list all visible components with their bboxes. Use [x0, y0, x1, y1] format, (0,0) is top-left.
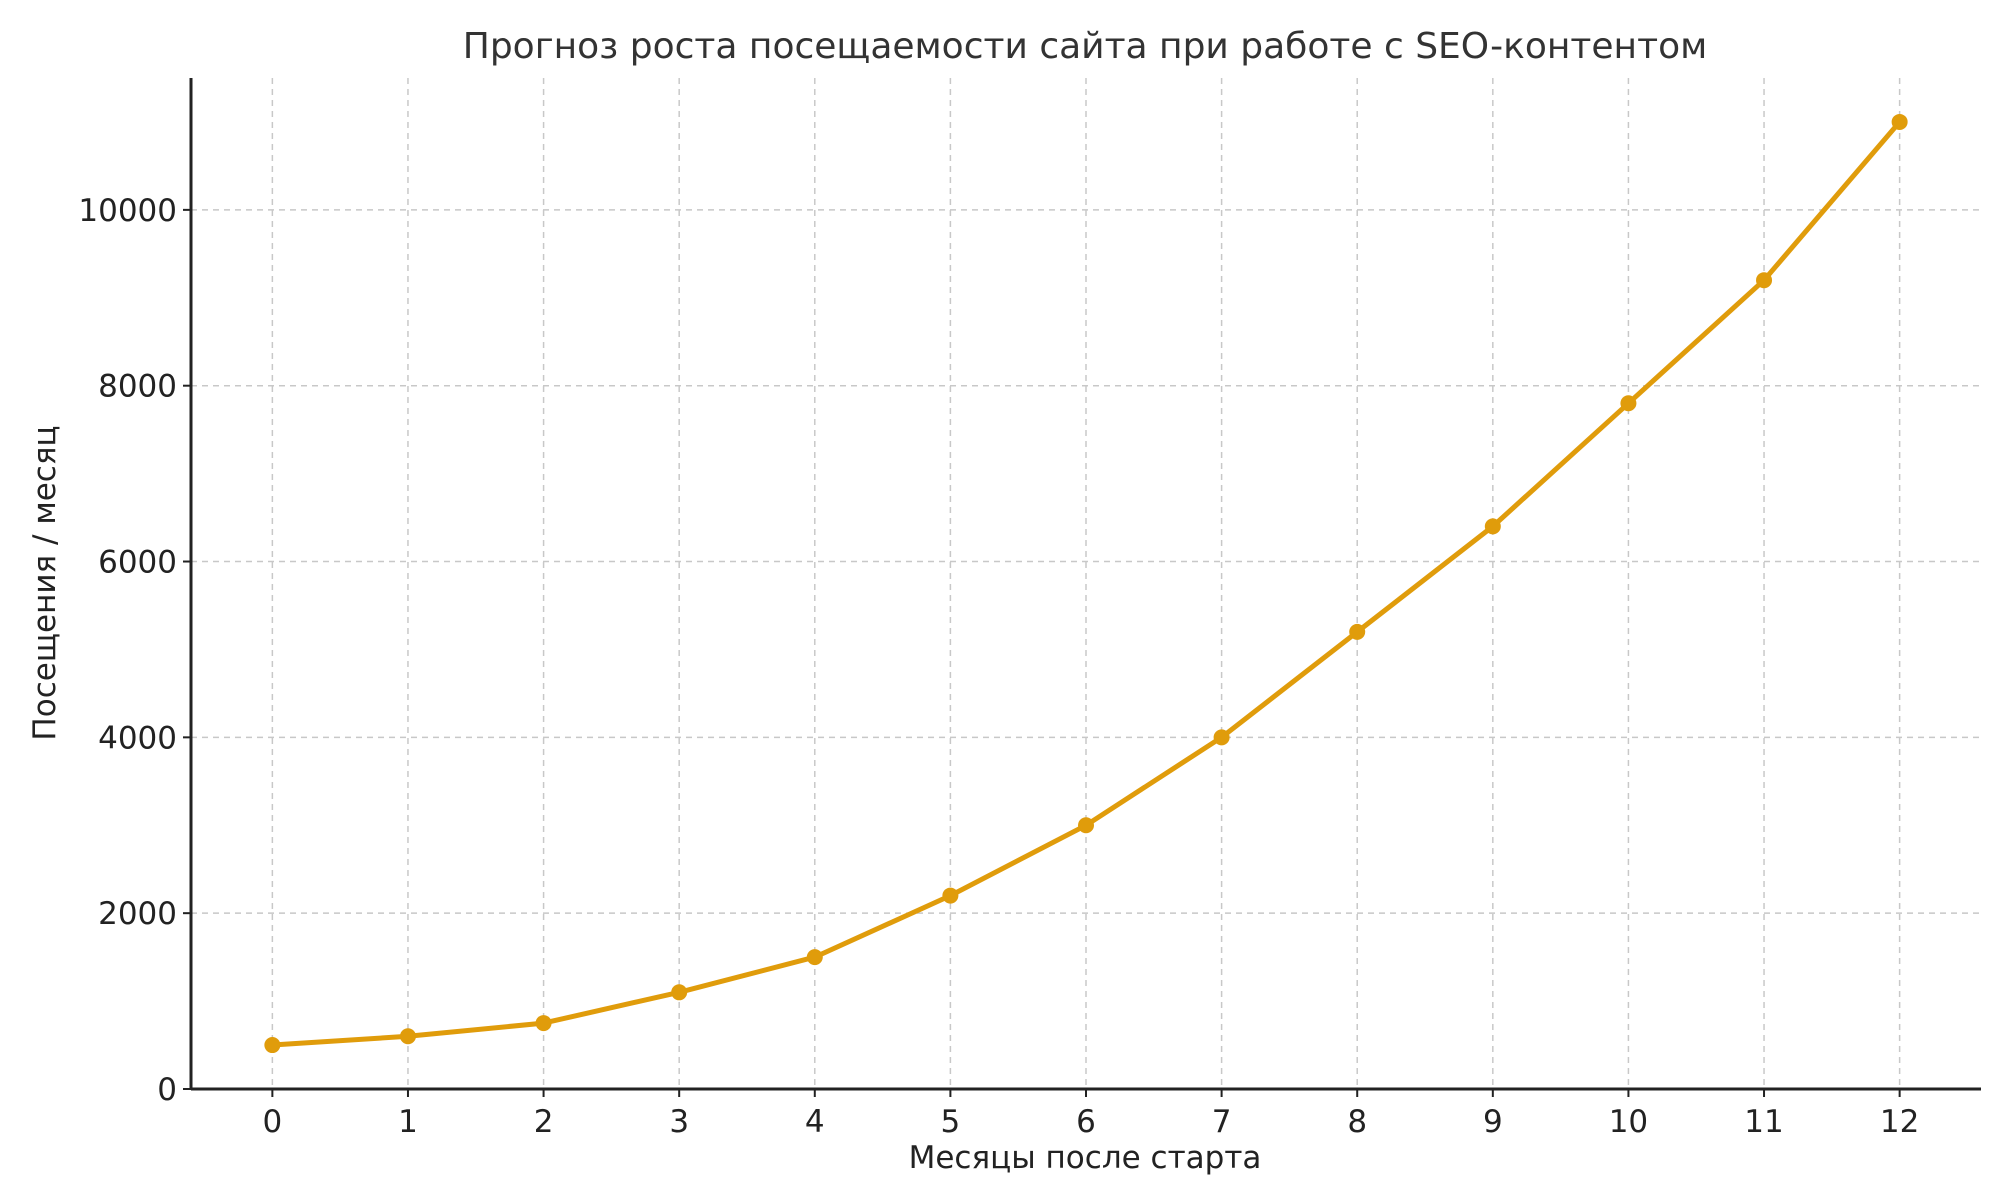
data-point: [1078, 817, 1094, 834]
x-axis-ticks: 0 1 2 3 4 5 6 7 8 9 10 11 12: [262, 1089, 1919, 1140]
data-point: [1756, 272, 1773, 289]
x-tick-label: 2: [534, 1104, 554, 1140]
data-point: [1484, 518, 1501, 535]
x-tick-label: 9: [1483, 1104, 1503, 1140]
y-tick-label: 4000: [98, 720, 177, 756]
x-tick-label: 0: [262, 1104, 282, 1140]
x-tick-label: 4: [805, 1104, 825, 1140]
data-point: [1213, 729, 1230, 746]
data-point: [1620, 395, 1637, 412]
x-tick-label: 5: [941, 1104, 961, 1140]
grid: [191, 78, 1981, 1089]
y-axis-ticks: 0 2000 4000 6000 8000 10000: [78, 193, 191, 1108]
data-point: [1891, 113, 1908, 130]
chart-title: Прогноз роста посещаемости сайта при раб…: [463, 26, 1708, 67]
y-axis-label: Посещения / месяц: [27, 425, 63, 740]
data-point: [806, 949, 823, 966]
data-point: [399, 1028, 416, 1045]
data-point: [535, 1015, 552, 1032]
x-axis-label: Месяцы после старта: [909, 1140, 1262, 1176]
data-point: [942, 887, 959, 904]
x-tick-label: 10: [1609, 1104, 1648, 1140]
y-tick-label: 10000: [78, 193, 177, 229]
x-tick-label: 7: [1212, 1104, 1232, 1140]
x-tick-label: 12: [1880, 1104, 1919, 1140]
y-tick-label: 2000: [98, 896, 177, 932]
x-tick-label: 6: [1076, 1104, 1096, 1140]
y-tick-label: 8000: [98, 369, 177, 405]
x-tick-label: 8: [1347, 1104, 1367, 1140]
data-point: [671, 984, 688, 1001]
data-point: [1349, 623, 1366, 640]
y-tick-label: 6000: [98, 545, 177, 581]
series: [264, 113, 1908, 1054]
data-point: [264, 1037, 281, 1054]
x-tick-label: 11: [1744, 1104, 1783, 1140]
x-tick-label: 1: [398, 1104, 418, 1140]
x-tick-label: 3: [669, 1104, 689, 1140]
y-tick-label: 0: [157, 1072, 177, 1108]
